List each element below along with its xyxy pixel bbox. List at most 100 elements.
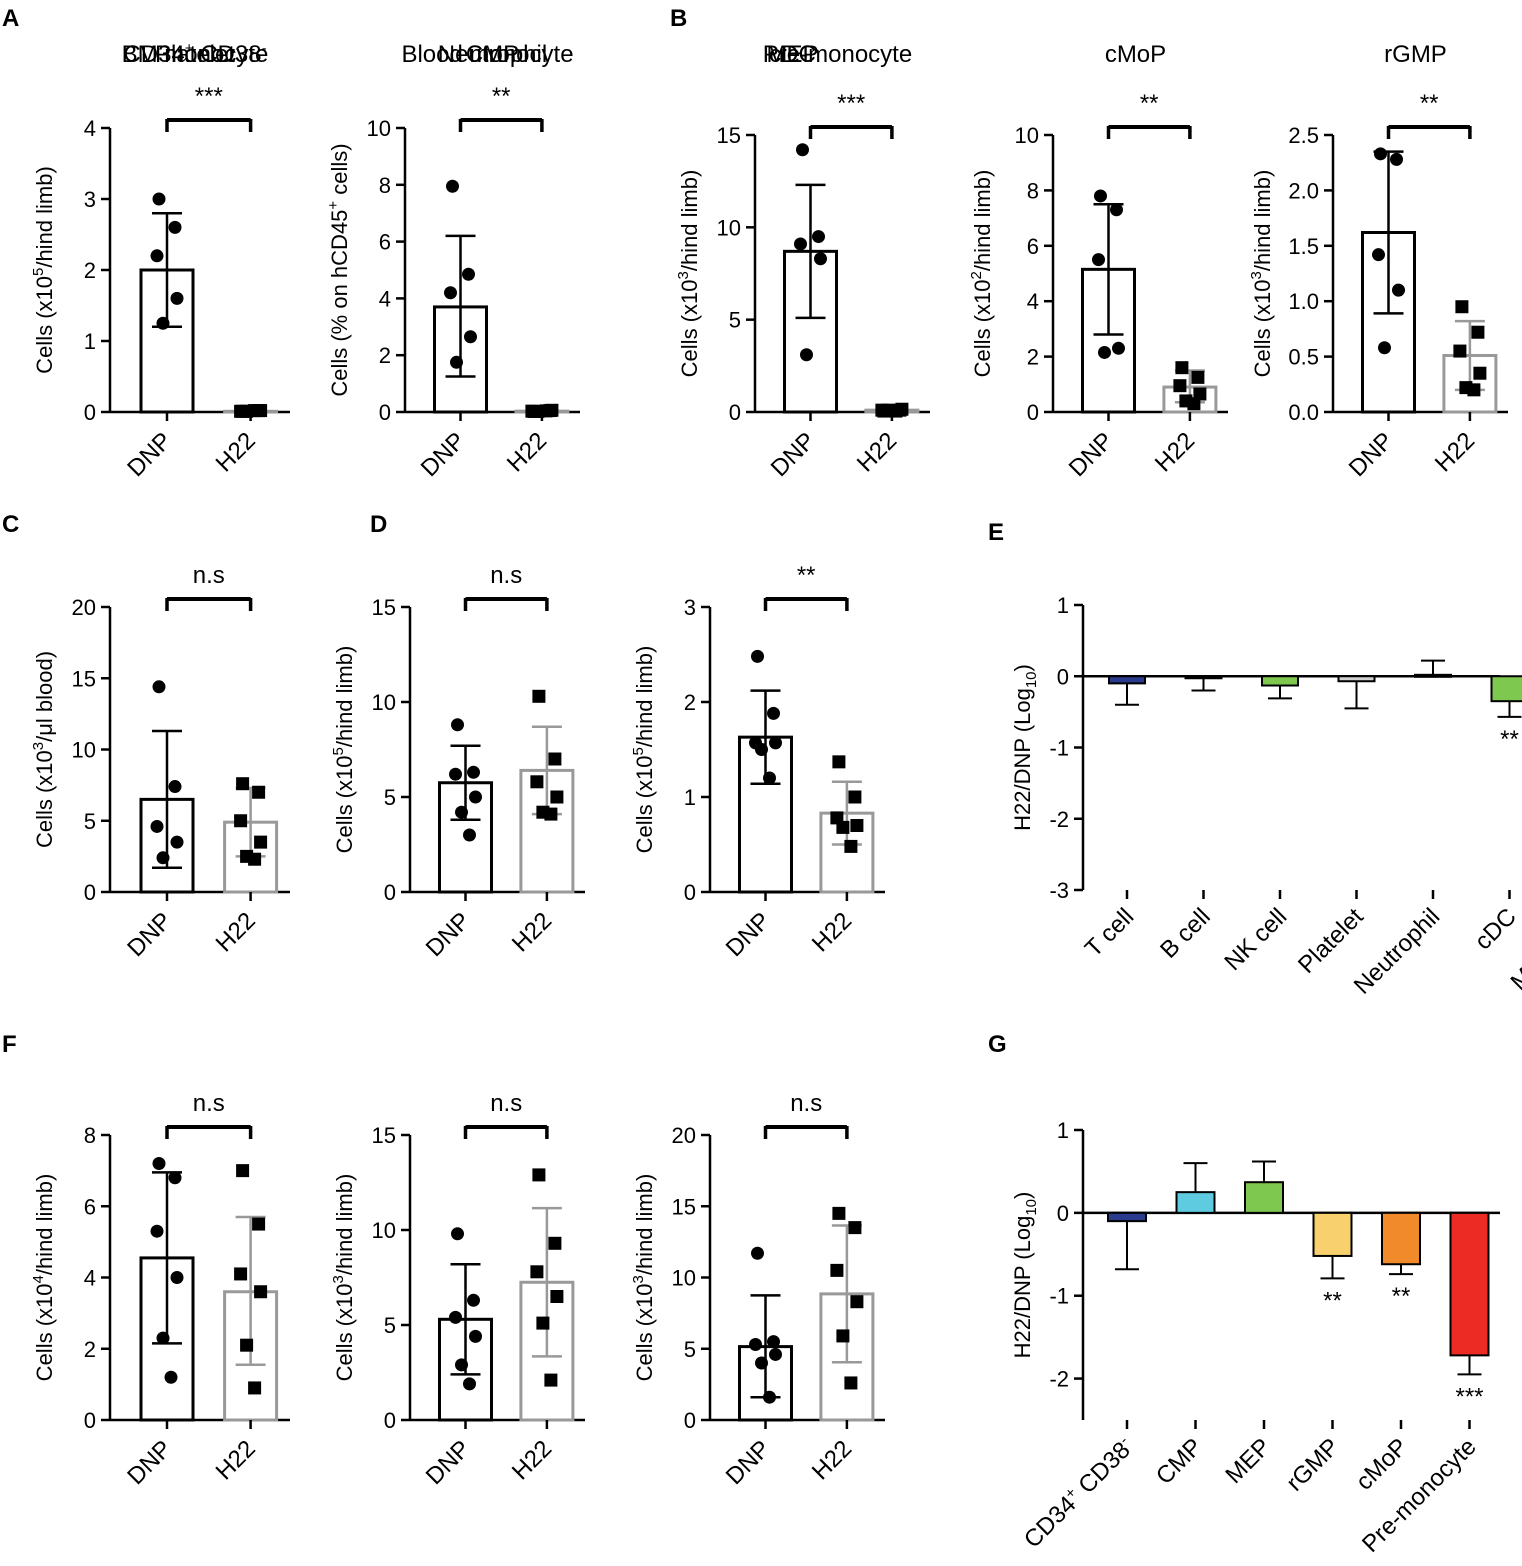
y-tick-label: 2.0 <box>1288 178 1319 203</box>
y-tick-label: 10 <box>372 1218 396 1243</box>
x-category-label: H22 <box>507 907 557 957</box>
data-point <box>469 790 482 804</box>
data-point <box>254 1285 268 1299</box>
data-point <box>844 1376 858 1390</box>
y-tick-label: 0 <box>684 1408 696 1433</box>
chart-progenitor-ratio: -2 -1 0 1 H22/DNP (Log10) CD34+ CD38- CMP MEP **… <box>1010 1118 1500 1558</box>
bar-platelet <box>1337 675 1376 683</box>
data-point <box>850 819 864 832</box>
data-point <box>469 1329 482 1343</box>
significance-label: ** <box>1420 90 1439 117</box>
data-point <box>530 1265 544 1279</box>
y-tick-label: -2 <box>1049 807 1069 832</box>
data-point <box>449 767 462 781</box>
data-point <box>467 765 480 779</box>
data-point <box>1191 370 1205 384</box>
y-tick-label: 2 <box>1027 345 1039 370</box>
data-point <box>170 1271 184 1284</box>
data-point <box>850 1295 864 1309</box>
data-point <box>150 1224 164 1238</box>
data-point <box>1372 248 1385 262</box>
chart-bm-monocyte: BM monocyte 0 1 2 3 4 Cells (x105/hind limb) DN… <box>30 41 290 482</box>
data-point <box>252 1217 266 1231</box>
data-point <box>240 1338 254 1352</box>
x-category-label: H22 <box>807 1435 857 1485</box>
x-category-label: NK cell <box>1219 903 1292 976</box>
y-tick-label: 10 <box>1015 123 1039 148</box>
chart-lineage-ratio: -3 -2 -1 0 1 H22/DNP (Log10) T cell B cell NK ce… <box>1010 593 1522 1000</box>
panel-label-b: B <box>670 5 687 32</box>
y-tick-label: 5 <box>384 1313 396 1338</box>
data-point <box>544 1373 558 1387</box>
data-point <box>170 835 184 849</box>
y-tick-label: 15 <box>672 1194 696 1219</box>
data-point <box>463 828 476 842</box>
x-category-label: DNP <box>721 907 776 962</box>
y-tick-label: -3 <box>1049 878 1069 903</box>
y-axis-label: H22/DNP (Log10) <box>1010 1192 1040 1359</box>
x-category-label: CMP <box>1151 1433 1208 1490</box>
x-category-label: cMoP <box>1351 1433 1413 1495</box>
y-axis-label: Cells (x105/hind limb) <box>30 166 57 374</box>
y-tick-label: 5 <box>684 1337 696 1362</box>
y-tick-label: 1.0 <box>1288 289 1319 314</box>
data-point <box>455 805 468 819</box>
data-point <box>844 839 858 853</box>
bar-cd34-cd38- <box>1107 1211 1147 1223</box>
data-point <box>532 1168 546 1182</box>
y-tick-label: 10 <box>717 215 741 240</box>
chart-title: rGMP <box>1384 41 1447 68</box>
bar-neutrophil <box>1414 673 1452 678</box>
chart-title: CD34+ CD38- <box>123 40 266 68</box>
data-point <box>150 249 164 263</box>
data-point <box>751 1246 764 1260</box>
data-point <box>1175 361 1189 375</box>
y-tick-label: 0 <box>84 400 96 425</box>
y-tick-label: 1.5 <box>1288 234 1319 259</box>
chart-neutrophil: Neutrophil 0 5 10 15 Cells (x105/hind limb) DN… <box>330 41 585 962</box>
data-point <box>1374 147 1387 161</box>
y-tick-label: 2 <box>684 690 696 715</box>
y-tick-label: 0 <box>384 1408 396 1433</box>
x-category-label: DNP <box>721 1435 776 1490</box>
significance-label: ** <box>797 562 816 589</box>
data-point <box>236 1164 250 1178</box>
y-axis-label: Cells (x103/hind limb) <box>1248 170 1275 378</box>
data-point <box>464 330 477 344</box>
chart-title: Pre-monocyte <box>763 41 912 68</box>
y-tick-label: 2.5 <box>1288 123 1319 148</box>
y-tick-label: 1 <box>1057 1118 1069 1143</box>
y-tick-label: 6 <box>1027 234 1039 259</box>
y-tick-label: 10 <box>672 1266 696 1291</box>
data-point <box>248 1381 262 1395</box>
data-point <box>544 807 558 821</box>
data-point <box>1473 366 1487 380</box>
y-tick-label: 5 <box>729 308 741 333</box>
data-point <box>1471 325 1485 339</box>
data-point <box>536 1316 550 1330</box>
data-point <box>451 718 464 732</box>
data-point <box>152 1157 166 1170</box>
y-axis-label: Cells (% on hCD45+ cells) <box>325 143 352 396</box>
y-tick-label: 10 <box>372 690 396 715</box>
data-point <box>248 852 262 866</box>
y-axis-label: Cells (x105/hind limb) <box>630 646 657 854</box>
x-category-label: H22 <box>502 427 552 477</box>
data-point <box>1173 379 1187 393</box>
x-category-label: cDC <box>1470 903 1522 955</box>
data-point <box>532 689 546 703</box>
x-category-label: rGMP <box>1281 1433 1344 1496</box>
bar-t-cell <box>1108 675 1146 685</box>
significance-label: n.s <box>790 1090 822 1117</box>
y-axis-label: Cells (x104/hind limb) <box>30 1174 57 1382</box>
data-point <box>550 1290 564 1303</box>
x-category-label: Platelet <box>1293 903 1369 979</box>
data-point <box>1187 397 1201 411</box>
y-tick-label: 3 <box>684 595 696 620</box>
y-tick-label: 0 <box>1057 664 1069 689</box>
data-point <box>548 752 562 766</box>
y-tick-label: 15 <box>717 123 741 148</box>
